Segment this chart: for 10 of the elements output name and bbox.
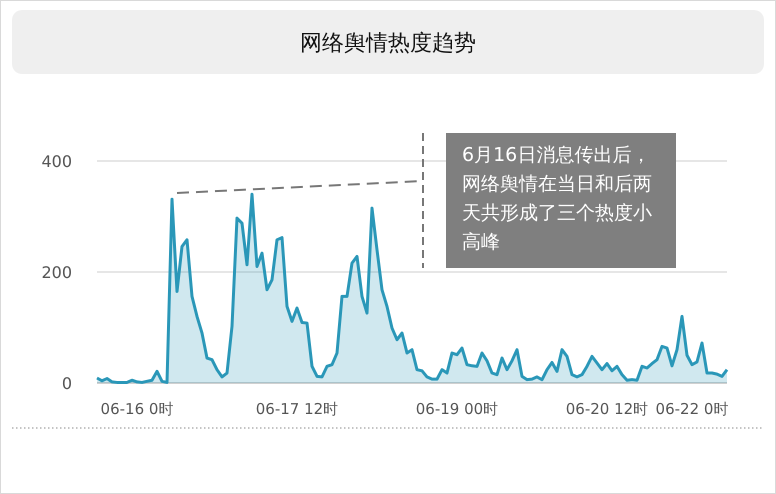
ytick: 400 (41, 152, 72, 171)
annotation: 6月16日消息传出后，网络舆情在当日和后两天共形成了三个热度小高峰 (446, 133, 676, 268)
xtick: 06-19 00时 (416, 400, 498, 418)
xtick: 06-17 12时 (256, 400, 338, 418)
ytick: 0 (62, 374, 72, 393)
xtick: 06-20 12时 (566, 400, 648, 418)
xtick: 06-22 0时 (656, 400, 728, 418)
title: 网络舆情热度趋势 (300, 31, 476, 56)
xtick: 06-16 0时 (100, 400, 174, 418)
ytick: 200 (41, 263, 72, 282)
